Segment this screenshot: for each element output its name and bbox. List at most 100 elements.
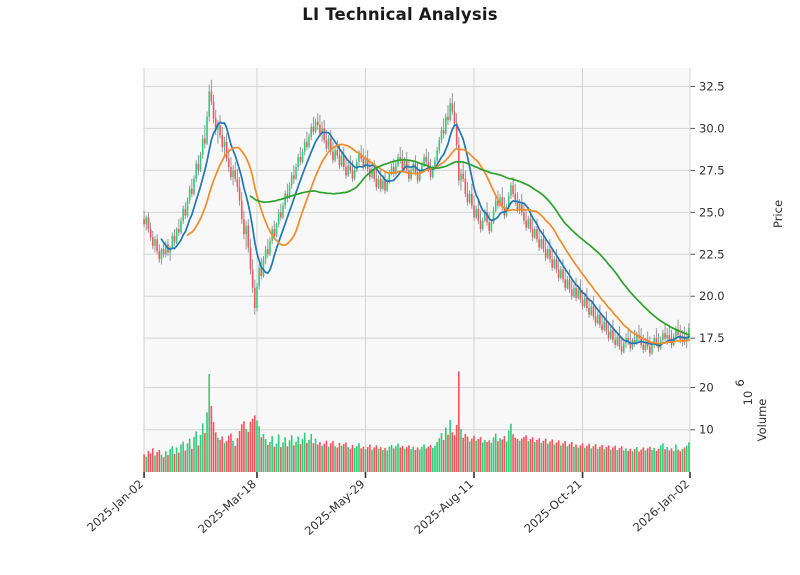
volume-bar <box>379 447 382 472</box>
volume-bar <box>492 437 495 472</box>
candle-body <box>336 150 339 156</box>
volume-bar <box>178 452 180 472</box>
volume-bar <box>507 430 510 472</box>
candle-body <box>364 158 367 168</box>
volume-bar <box>562 443 564 472</box>
volume-axis-label: Volume <box>755 399 769 442</box>
candle-body <box>178 229 180 233</box>
volume-bar <box>418 449 421 472</box>
candle-body <box>527 219 530 228</box>
candle-body <box>191 188 193 194</box>
candle-body <box>149 229 152 238</box>
candle-body <box>171 235 174 248</box>
candle-body <box>356 161 358 171</box>
candle-body <box>366 158 369 169</box>
volume-bar <box>668 450 671 472</box>
candle-body <box>455 123 458 146</box>
volume-bar <box>325 440 328 472</box>
candle-body <box>664 333 666 339</box>
volume-bar <box>321 445 323 472</box>
volume-bar <box>303 432 306 472</box>
volume-bar <box>536 439 538 472</box>
volume-bar <box>646 448 649 472</box>
volume-bar <box>329 443 332 472</box>
volume-bar <box>377 448 380 472</box>
volume-bar <box>553 444 556 472</box>
volume-bar <box>212 422 215 472</box>
volume-bar <box>586 445 588 472</box>
candle-body <box>609 329 612 339</box>
candle-body <box>594 316 597 324</box>
candle-body <box>486 212 488 223</box>
volume-bar <box>319 441 321 472</box>
candle-body <box>636 334 638 344</box>
candle-body <box>468 193 471 203</box>
price-panel-background <box>143 68 690 360</box>
candle-body <box>447 116 449 121</box>
volume-bar <box>431 447 434 472</box>
volume-bar <box>180 444 182 472</box>
candle-body <box>232 170 234 178</box>
volume-bar <box>484 439 486 472</box>
candle-body <box>488 222 491 231</box>
x-tick-label: 2025-Oct-21 <box>521 477 584 536</box>
candle-body <box>601 324 603 330</box>
volume-bar <box>366 447 369 472</box>
volume-bar <box>280 447 282 472</box>
candle-body <box>627 338 629 342</box>
volume-bar <box>683 447 686 472</box>
volume-bar <box>531 437 534 472</box>
volume-bar <box>340 445 343 472</box>
volume-bar <box>349 448 352 472</box>
volume-bar <box>540 442 543 472</box>
volume-bar <box>612 447 614 472</box>
volume-bar <box>201 423 204 472</box>
candle-body <box>329 138 332 152</box>
candle-body <box>310 126 313 137</box>
candle-body <box>251 269 254 288</box>
volume-bar <box>175 447 178 472</box>
volume-bar <box>429 444 432 472</box>
volume-bar <box>358 443 360 472</box>
volume-bar <box>156 452 158 472</box>
candle-body <box>644 341 647 350</box>
volume-bar <box>603 449 606 472</box>
volume-bar <box>638 451 640 472</box>
volume-bar <box>666 447 669 472</box>
volume-bar <box>384 447 386 472</box>
ma-fast-line <box>160 121 690 347</box>
volume-bar <box>145 456 148 472</box>
volume-bar <box>284 437 286 472</box>
volume-bar <box>601 444 603 472</box>
volume-bar <box>288 440 291 472</box>
candle-body <box>221 135 224 147</box>
candle-body <box>353 170 356 179</box>
volume-bar <box>672 450 675 472</box>
volume-bar <box>642 447 645 472</box>
volume-bar <box>162 457 165 472</box>
volume-bar <box>199 434 202 472</box>
candle-body <box>577 289 580 298</box>
volume-bar <box>455 425 458 472</box>
volume-bar <box>225 441 228 472</box>
volume-bar <box>555 442 558 472</box>
x-tick-label: 2026-Jan-02 <box>630 477 692 535</box>
candle-body <box>308 136 310 147</box>
volume-bar <box>453 435 456 472</box>
moving-average-lines <box>160 121 690 347</box>
volume-bar <box>208 373 211 472</box>
volume-bar <box>167 455 169 472</box>
candle-body <box>497 200 499 206</box>
candle-body <box>518 203 521 209</box>
candle-body <box>431 168 434 178</box>
volume-bar <box>577 447 580 472</box>
x-tick-label: 2025-Mar-18 <box>195 477 259 536</box>
candle-body <box>403 160 406 169</box>
candle-body <box>225 141 228 159</box>
volume-bar <box>171 446 174 472</box>
candle-body <box>193 178 195 194</box>
volume-bar <box>423 444 425 472</box>
candle-body <box>525 220 527 228</box>
volume-bar <box>312 443 315 472</box>
volume-bar <box>193 436 195 472</box>
